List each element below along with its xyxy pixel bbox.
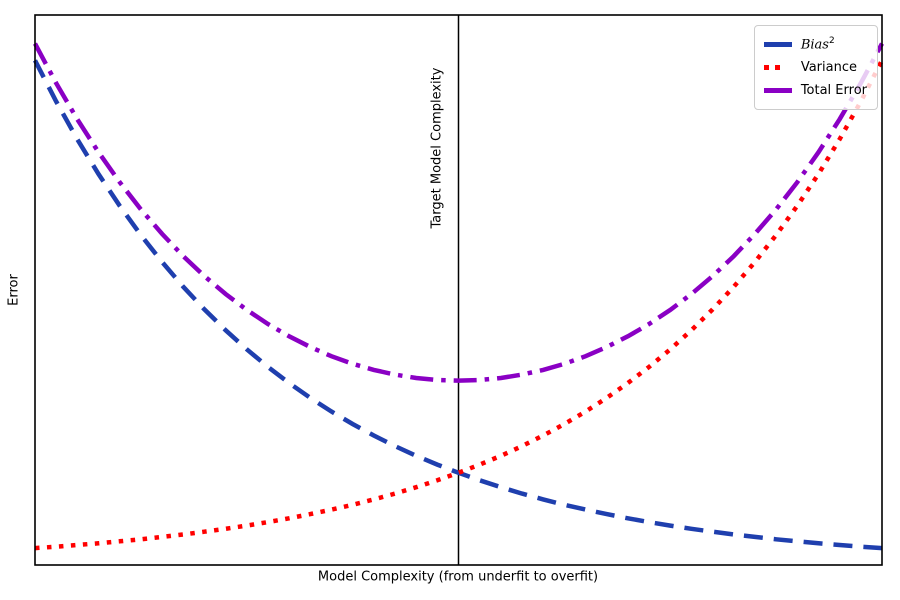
x-axis-label: Model Complexity (from underfit to overf…: [317, 569, 599, 585]
legend: Bias2 Variance Total Error: [753, 25, 878, 110]
axes-frame: [34, 14, 883, 566]
legend-label-bias: Bias2: [801, 36, 835, 52]
bias-line-swatch-icon: [763, 42, 792, 47]
legend-label-bias-base: Bias: [800, 37, 829, 53]
legend-label-bias-exponent: 2: [828, 36, 835, 47]
series-line-bias-: [33, 59, 883, 551]
y-axis-label: Error: [6, 274, 22, 306]
legend-label-total-error: Total Error: [800, 83, 867, 98]
target-complexity-vline-label: Target Model Complexity: [429, 67, 445, 229]
legend-item-total-error: Total Error: [763, 79, 867, 102]
legend-item-variance: Variance: [763, 56, 867, 79]
legend-item-bias: Bias2: [763, 33, 867, 56]
variance-dotted-swatch-icon: [763, 65, 792, 70]
legend-label-variance: Variance: [800, 60, 857, 75]
series-line-total-error: [33, 42, 884, 383]
total-error-line-swatch-icon: [763, 88, 792, 93]
